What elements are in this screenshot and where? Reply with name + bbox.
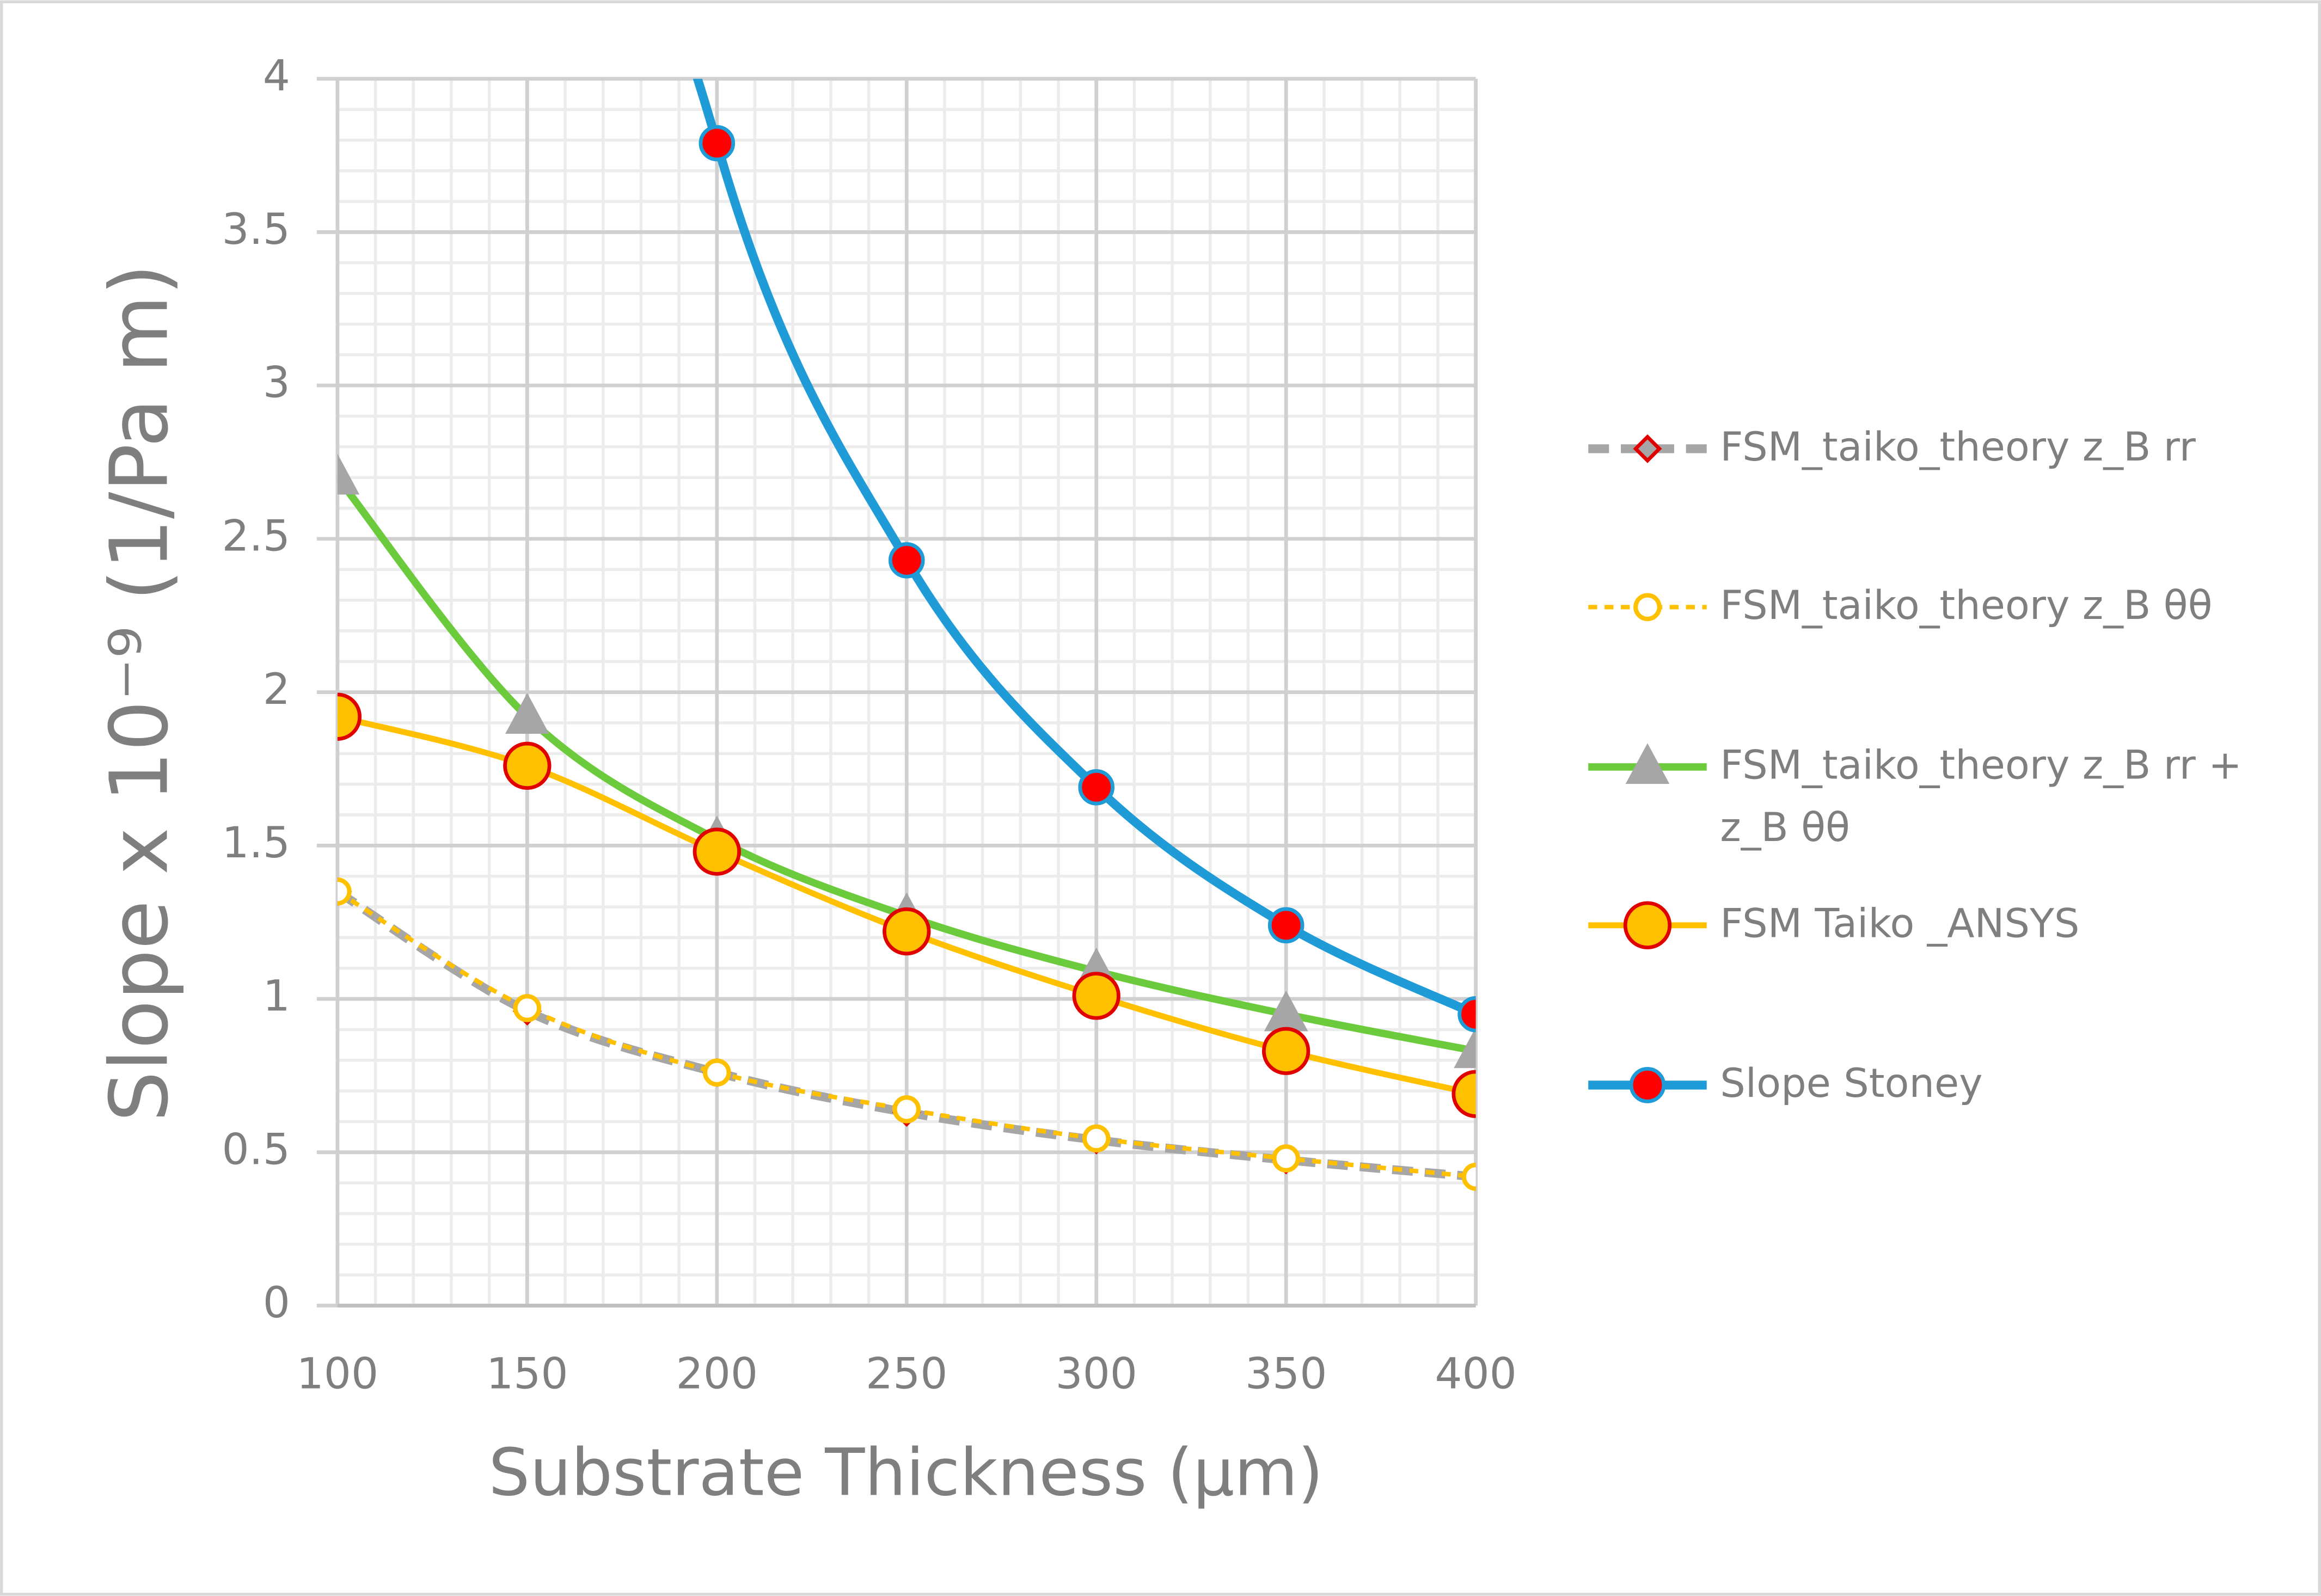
legend-label: Slope Stoney	[1720, 1061, 1983, 1108]
marker	[693, 827, 741, 876]
marker	[1261, 1027, 1310, 1076]
legend-item: FSM_taiko_theory z_B rr	[1720, 425, 2196, 471]
marker	[888, 542, 925, 579]
marker	[1629, 1067, 1666, 1103]
marker	[513, 994, 542, 1022]
marker	[1625, 743, 1670, 784]
x-tick-label: 400	[1435, 1349, 1516, 1399]
x-tick-label: 200	[676, 1349, 758, 1399]
marker	[1454, 1027, 1476, 1069]
marker	[1633, 434, 1662, 463]
legend-label: FSM_taiko_theory z_B rr + z_B θθ	[1720, 743, 2242, 851]
marker	[1267, 907, 1305, 944]
y-tick-label: 2	[263, 664, 290, 714]
marker	[699, 125, 736, 162]
marker	[505, 693, 549, 734]
y-axis-title: Slope x 10⁻⁹ (1/Pa m)	[93, 264, 186, 1122]
marker	[1072, 972, 1120, 1020]
legend-item: FSM_taiko_theory z_B θθ	[1720, 583, 2213, 630]
legend-label: FSM_taiko_theory z_B rr	[1720, 425, 2196, 471]
legend-label: FSM_taiko_theory z_B θθ	[1720, 583, 2213, 630]
y-tick-label: 0	[263, 1278, 290, 1328]
y-tick-label: 3	[263, 358, 290, 408]
legend-label: FSM Taiko _ANSYS	[1720, 901, 2080, 948]
legend-item: Slope Stoney	[1720, 1061, 1983, 1108]
marker	[503, 741, 552, 790]
y-tick-label: 1.5	[222, 818, 290, 868]
marker	[702, 1058, 731, 1087]
legend-item: FSM Taiko _ANSYS	[1720, 901, 2080, 948]
x-tick-label: 250	[866, 1349, 947, 1399]
legend-item: FSM_taiko_theory z_B rr + z_B θθ	[1720, 743, 2242, 851]
y-tick-label: 1	[263, 971, 290, 1021]
y-tick-label: 2.5	[222, 511, 290, 561]
marker	[1461, 1163, 1476, 1191]
marker	[1078, 769, 1114, 806]
marker	[892, 1095, 921, 1124]
marker	[1633, 593, 1662, 622]
marker	[1082, 1124, 1111, 1153]
plot-area	[337, 78, 1476, 1192]
marker	[1452, 1070, 1476, 1118]
marker	[1457, 996, 1476, 1033]
y-tick-label: 4	[263, 51, 290, 101]
x-tick-label: 150	[486, 1349, 568, 1399]
marker	[1272, 1144, 1300, 1173]
y-tick-label: 0.5	[222, 1124, 290, 1174]
y-tick-label: 3.5	[222, 204, 290, 254]
series-line	[693, 78, 1476, 1018]
marker	[337, 877, 352, 906]
x-tick-label: 350	[1245, 1349, 1327, 1399]
marker	[337, 453, 360, 495]
marker	[1623, 901, 1672, 949]
x-tick-label: 300	[1055, 1349, 1137, 1399]
x-axis-title: Substrate Thickness (µm)	[488, 1435, 1323, 1511]
marker	[883, 907, 931, 956]
marker	[337, 692, 362, 741]
x-tick-label: 100	[297, 1349, 378, 1399]
